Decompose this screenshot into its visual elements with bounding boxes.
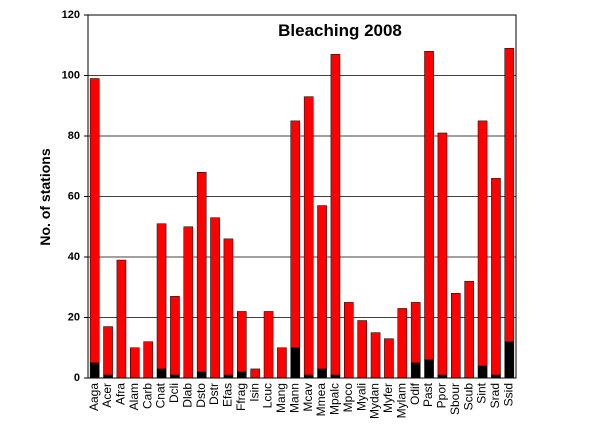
y-tick-label: 120 — [62, 9, 80, 21]
y-tick-label: 80 — [68, 130, 80, 142]
bar-segment — [143, 341, 153, 379]
x-tick-label: Myfer — [381, 383, 395, 413]
bar-segment — [156, 223, 167, 370]
bar-segment — [130, 347, 140, 379]
bar-segment — [384, 338, 394, 379]
bar-segment — [317, 205, 327, 370]
chart-title: Bleaching 2008 — [278, 21, 402, 40]
x-tick-label: Mang — [274, 383, 288, 413]
y-axis-label: No. of stations — [37, 148, 53, 245]
bar-segment — [210, 217, 220, 379]
bar-segment — [223, 238, 234, 376]
bar-segment — [370, 332, 381, 379]
bar-segment — [491, 178, 501, 376]
bar-segment — [196, 172, 207, 373]
x-tick-label: Mann — [287, 383, 301, 413]
bar-segment — [437, 132, 448, 376]
x-tick-label: Srad — [488, 383, 502, 408]
x-tick-label: Isin — [247, 383, 261, 402]
x-tick-label: Cnat — [154, 382, 168, 408]
bar-segment — [317, 368, 327, 379]
x-tick-label: Mylam — [394, 383, 408, 418]
y-tick-label: 40 — [68, 251, 80, 263]
x-tick-label: Carb — [140, 383, 154, 409]
x-tick-label: Mmea — [314, 383, 328, 417]
x-tick-label: Mpco — [341, 383, 355, 413]
bar-segment — [116, 259, 127, 379]
bar-segment — [290, 120, 301, 348]
bar-segment — [424, 51, 434, 361]
x-tick-label: Dlab — [180, 383, 194, 408]
bar-segment — [477, 365, 488, 379]
x-tick-label: Scub — [461, 383, 475, 411]
bar-segment — [464, 280, 474, 379]
bar-segment — [290, 347, 301, 379]
bar-segment — [344, 302, 354, 379]
x-tick-label: Mpalc — [328, 383, 342, 415]
bar-segment — [357, 320, 367, 379]
bar-segment — [103, 326, 113, 376]
x-tick-label: Acer — [100, 383, 114, 408]
bar-segment — [263, 311, 274, 379]
bar-segment — [170, 296, 180, 376]
y-tick-label: 60 — [68, 190, 80, 202]
plot-frame — [87, 14, 517, 379]
x-tick-label: Sint — [475, 382, 489, 403]
x-tick-label: Past — [421, 382, 435, 407]
x-tick-label: Sbour — [448, 383, 462, 415]
x-tick-label: Alam — [127, 383, 141, 410]
x-tick-label: Ppor — [435, 383, 449, 408]
bar-segment — [504, 48, 515, 342]
x-tick-label: Efas — [221, 383, 235, 407]
bar-segment — [89, 362, 100, 379]
bar-segment — [89, 78, 100, 364]
bar-segment — [237, 311, 247, 373]
bar-segment — [196, 371, 207, 379]
bar-segment — [250, 368, 260, 379]
bar-segment — [397, 308, 408, 379]
x-tick-label: Mcav — [301, 383, 315, 412]
x-tick-label: Ssid — [501, 383, 515, 406]
x-tick-label: Aaga — [87, 383, 101, 411]
x-tick-label: Mydan — [368, 383, 382, 419]
bar-segment — [330, 54, 341, 376]
bar-segment — [477, 120, 488, 367]
bar-segment — [237, 371, 247, 379]
bar-segment — [451, 293, 461, 379]
x-tick-label: Ffrag — [234, 383, 248, 411]
y-tick-label: 20 — [68, 311, 80, 323]
x-tick-label: Myali — [354, 383, 368, 411]
bar-segment — [183, 226, 194, 379]
bar-segment — [156, 368, 167, 379]
x-tick-label: Lcuc — [261, 383, 275, 408]
bar-segment — [424, 359, 434, 379]
x-tick-label: Dstr — [207, 383, 221, 405]
bar-segment — [303, 96, 314, 376]
x-tick-label: Afra — [114, 383, 128, 405]
x-tick-label: Dcli — [167, 383, 181, 403]
bar-segment — [410, 362, 421, 379]
bar-segment — [277, 347, 287, 379]
x-tick-label: Dsto — [194, 383, 208, 408]
bar-segment — [410, 302, 421, 364]
y-tick-label: 0 — [74, 372, 80, 384]
y-tick-label: 100 — [62, 69, 80, 81]
x-tick-label: Odif — [408, 382, 422, 405]
bar-segment — [504, 341, 515, 379]
